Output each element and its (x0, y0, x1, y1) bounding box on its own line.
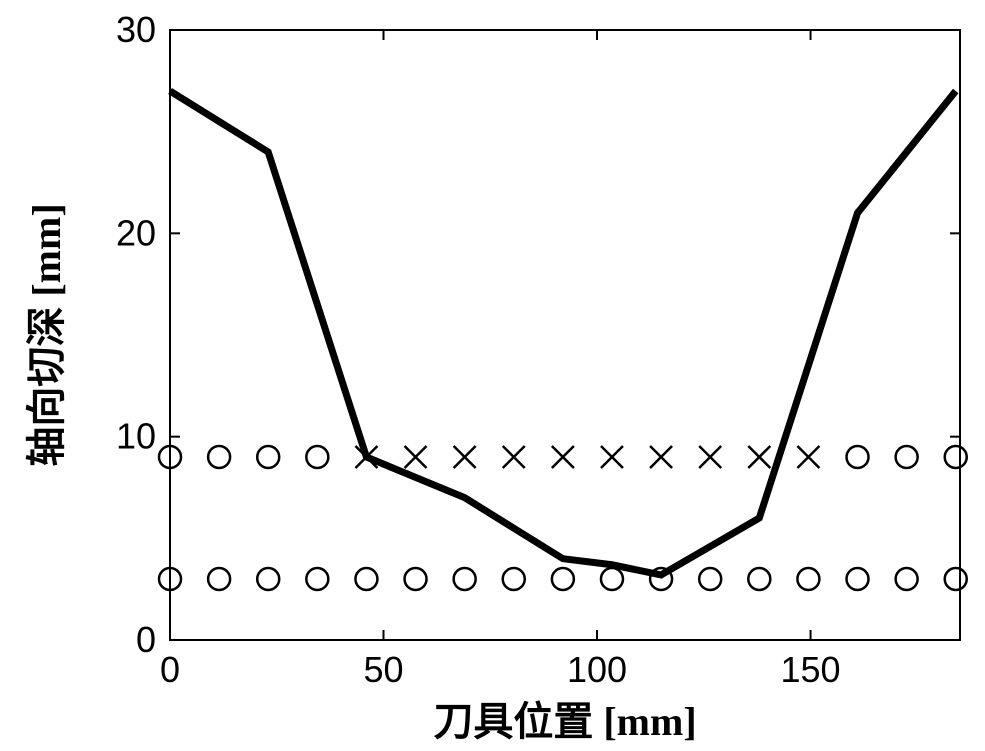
marker-top (306, 446, 328, 468)
marker-bottom (896, 568, 918, 590)
marker-top (601, 446, 623, 468)
x-tick-label: 0 (160, 649, 180, 690)
x-tick-label: 100 (567, 649, 627, 690)
y-tick-label: 10 (116, 416, 156, 457)
marker-top (454, 446, 476, 468)
marker-bottom (552, 568, 574, 590)
marker-bottom (454, 568, 476, 590)
chart-container: 0 50 100 150 0 10 20 30 刀具位置 [mm] 轴向切深 [mm] (0, 0, 985, 751)
marker-bottom (797, 568, 819, 590)
marker-bottom (945, 568, 967, 590)
x-tick-label: 150 (781, 649, 841, 690)
marker-top (650, 446, 672, 468)
marker-bottom (405, 568, 427, 590)
marker-top (748, 446, 770, 468)
marker-bottom (503, 568, 525, 590)
marker-top (208, 446, 230, 468)
marker-top (699, 446, 721, 468)
marker-bottom (306, 568, 328, 590)
marker-bottom (257, 568, 279, 590)
marker-bottom (355, 568, 377, 590)
marker-top (945, 446, 967, 468)
y-axis-label: 轴向切深 [mm] (24, 203, 69, 466)
marker-bottom (601, 568, 623, 590)
marker-bottom (748, 568, 770, 590)
marker-top (405, 446, 427, 468)
marker-bottom (847, 568, 869, 590)
y-tick-label: 30 (116, 9, 156, 50)
marker-top (552, 446, 574, 468)
marker-bottom (699, 568, 721, 590)
marker-top (896, 446, 918, 468)
y-tick-label: 20 (116, 212, 156, 253)
marker-top (503, 446, 525, 468)
y-tick-label: 0 (136, 619, 156, 660)
marker-top (257, 446, 279, 468)
marker-top (847, 446, 869, 468)
marker-top (797, 446, 819, 468)
x-tick-label: 50 (363, 649, 403, 690)
data-line (170, 91, 956, 575)
x-axis-label: 刀具位置 [mm] (433, 699, 696, 744)
marker-bottom (208, 568, 230, 590)
plot-box (170, 30, 960, 640)
chart-svg: 0 50 100 150 0 10 20 30 刀具位置 [mm] 轴向切深 [mm] (0, 0, 985, 751)
